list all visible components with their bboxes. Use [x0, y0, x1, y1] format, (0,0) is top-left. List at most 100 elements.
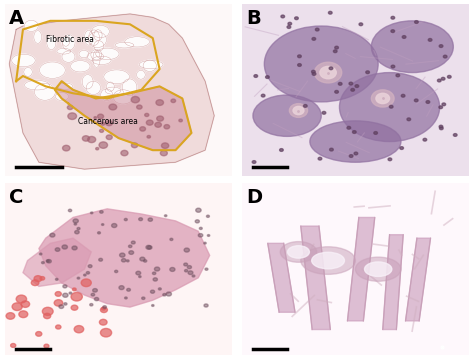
Circle shape — [75, 230, 79, 234]
Circle shape — [349, 82, 353, 85]
Circle shape — [127, 260, 129, 262]
Ellipse shape — [100, 89, 113, 101]
Circle shape — [439, 127, 443, 130]
Ellipse shape — [91, 50, 102, 60]
Circle shape — [54, 300, 63, 306]
Circle shape — [100, 129, 104, 132]
Circle shape — [204, 242, 206, 244]
Ellipse shape — [24, 20, 38, 32]
Circle shape — [155, 122, 162, 127]
Circle shape — [91, 212, 93, 214]
Circle shape — [10, 344, 16, 348]
Circle shape — [312, 73, 316, 75]
Circle shape — [91, 293, 95, 296]
Text: Cancerous area: Cancerous area — [78, 117, 137, 126]
Ellipse shape — [88, 32, 107, 48]
Circle shape — [414, 99, 418, 102]
Circle shape — [55, 278, 58, 280]
Circle shape — [312, 37, 316, 40]
Circle shape — [137, 105, 142, 109]
Circle shape — [93, 289, 97, 292]
Circle shape — [153, 272, 156, 275]
Polygon shape — [405, 238, 430, 321]
Circle shape — [44, 313, 51, 319]
Ellipse shape — [143, 60, 156, 71]
Ellipse shape — [105, 87, 121, 94]
Circle shape — [72, 246, 77, 250]
Circle shape — [322, 111, 326, 114]
Circle shape — [318, 157, 322, 160]
Circle shape — [447, 75, 451, 78]
Circle shape — [347, 126, 351, 129]
Circle shape — [63, 293, 68, 297]
Circle shape — [254, 75, 257, 78]
Ellipse shape — [122, 79, 137, 95]
Circle shape — [371, 90, 394, 107]
Circle shape — [59, 305, 64, 308]
Circle shape — [170, 238, 173, 241]
Ellipse shape — [39, 62, 65, 78]
Circle shape — [192, 275, 195, 277]
Ellipse shape — [96, 48, 119, 60]
Circle shape — [99, 258, 102, 261]
Circle shape — [100, 328, 112, 337]
Circle shape — [441, 77, 445, 80]
Circle shape — [423, 138, 427, 141]
Circle shape — [349, 155, 353, 157]
Ellipse shape — [57, 48, 71, 54]
Circle shape — [98, 114, 104, 119]
Circle shape — [401, 94, 405, 97]
Circle shape — [439, 125, 443, 128]
Circle shape — [402, 36, 406, 38]
Ellipse shape — [89, 30, 100, 46]
Ellipse shape — [55, 93, 69, 101]
Circle shape — [443, 55, 447, 58]
Circle shape — [101, 122, 105, 125]
Ellipse shape — [312, 252, 345, 269]
Circle shape — [47, 260, 51, 263]
Text: Fibrotic area: Fibrotic area — [46, 34, 93, 43]
Circle shape — [131, 143, 138, 148]
Circle shape — [400, 147, 403, 149]
Circle shape — [101, 224, 104, 225]
Circle shape — [207, 215, 210, 218]
Text: D: D — [246, 188, 262, 207]
Ellipse shape — [62, 34, 75, 50]
Ellipse shape — [125, 37, 150, 47]
Circle shape — [288, 22, 292, 25]
Ellipse shape — [25, 80, 49, 90]
Circle shape — [146, 120, 153, 125]
Polygon shape — [23, 238, 91, 286]
Polygon shape — [55, 81, 191, 150]
Circle shape — [351, 88, 355, 91]
Circle shape — [100, 319, 107, 325]
Ellipse shape — [82, 75, 93, 89]
Ellipse shape — [94, 41, 104, 51]
Ellipse shape — [115, 42, 134, 48]
Circle shape — [295, 17, 298, 20]
Circle shape — [298, 64, 301, 66]
Ellipse shape — [93, 50, 100, 67]
Circle shape — [160, 150, 167, 156]
Ellipse shape — [86, 81, 100, 94]
Circle shape — [354, 152, 358, 155]
Circle shape — [88, 136, 96, 143]
Circle shape — [100, 307, 108, 313]
Ellipse shape — [58, 83, 73, 89]
Circle shape — [68, 209, 72, 212]
Ellipse shape — [280, 242, 317, 262]
Circle shape — [338, 83, 342, 85]
Ellipse shape — [288, 246, 310, 258]
Circle shape — [155, 267, 160, 271]
Circle shape — [144, 260, 147, 262]
Circle shape — [355, 85, 359, 88]
Ellipse shape — [371, 21, 453, 73]
Ellipse shape — [107, 82, 114, 91]
Circle shape — [157, 116, 164, 121]
Circle shape — [204, 304, 208, 307]
Circle shape — [124, 218, 128, 221]
Circle shape — [129, 251, 134, 255]
Circle shape — [121, 258, 126, 262]
Circle shape — [50, 233, 55, 237]
Circle shape — [293, 106, 304, 115]
